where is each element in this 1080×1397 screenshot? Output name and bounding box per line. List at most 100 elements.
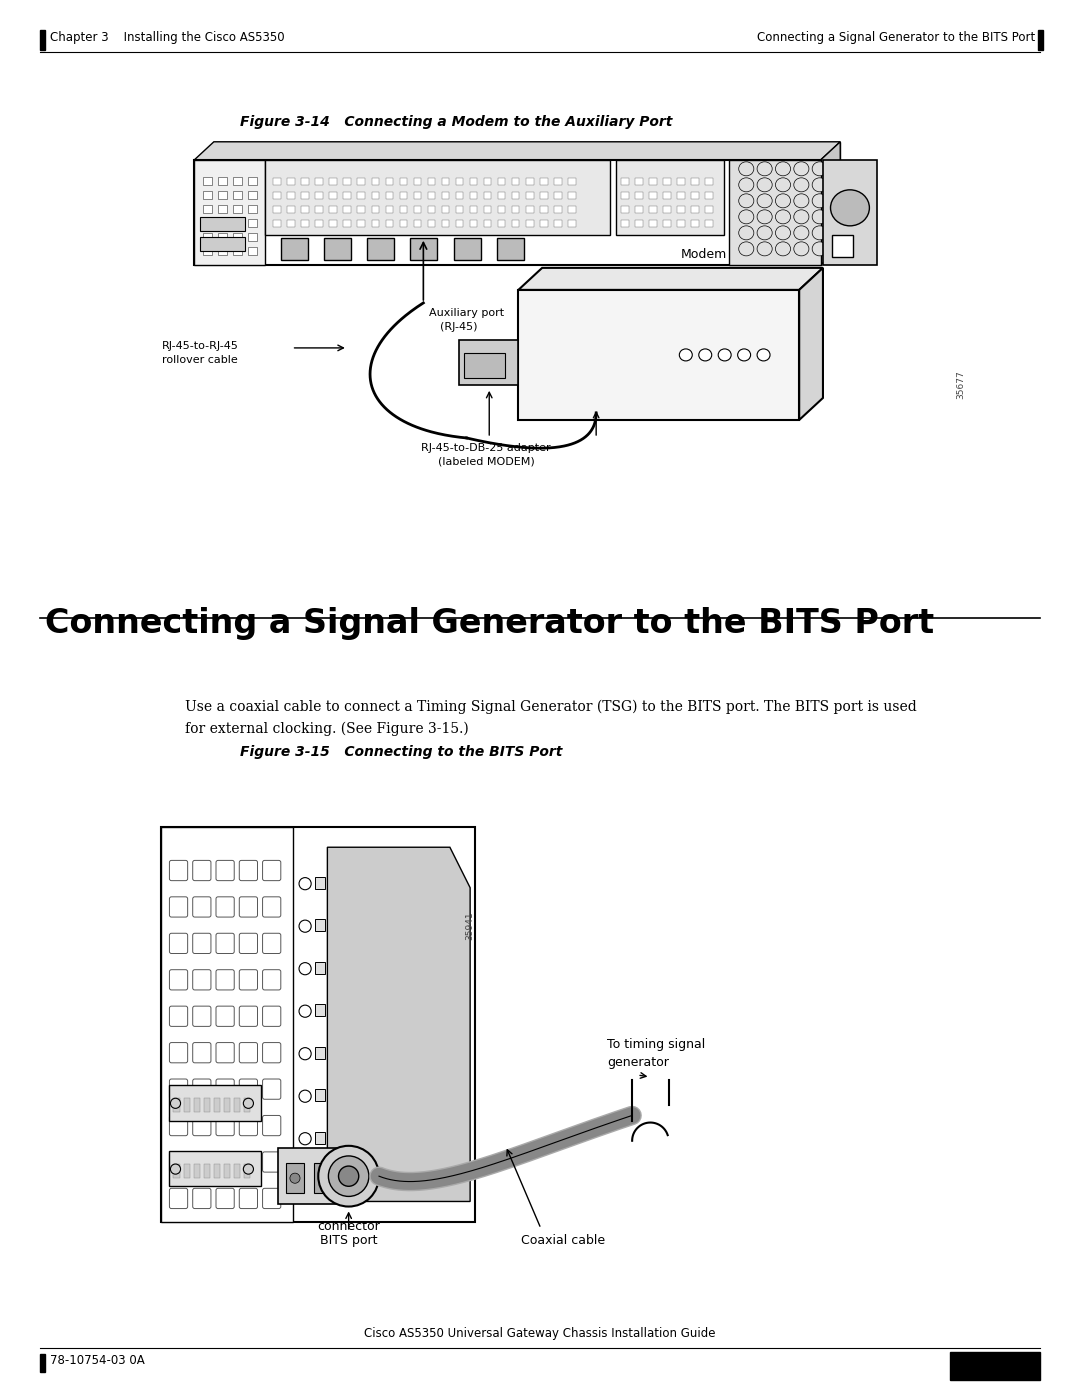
Bar <box>248 247 257 254</box>
Bar <box>218 191 227 198</box>
Circle shape <box>757 226 772 240</box>
Bar <box>218 177 227 184</box>
Circle shape <box>757 242 772 256</box>
Bar <box>194 159 821 265</box>
Bar <box>200 217 245 231</box>
Bar <box>464 353 505 379</box>
Bar <box>823 159 877 265</box>
Bar <box>161 827 475 1222</box>
Bar <box>233 219 242 226</box>
Bar <box>568 205 576 212</box>
Bar <box>950 1352 1040 1380</box>
Polygon shape <box>214 141 840 247</box>
Circle shape <box>171 1098 180 1108</box>
Bar <box>649 177 657 184</box>
FancyBboxPatch shape <box>262 1078 281 1099</box>
Bar <box>705 177 713 184</box>
FancyBboxPatch shape <box>170 933 188 954</box>
Circle shape <box>757 194 772 208</box>
Bar <box>677 205 685 212</box>
Circle shape <box>794 210 809 224</box>
Circle shape <box>739 177 754 191</box>
Text: 35941: 35941 <box>465 911 474 940</box>
Bar <box>414 191 421 198</box>
Polygon shape <box>518 268 823 289</box>
FancyBboxPatch shape <box>170 1006 188 1027</box>
FancyBboxPatch shape <box>240 1189 257 1208</box>
Circle shape <box>794 177 809 191</box>
Bar <box>484 177 491 184</box>
Bar <box>343 205 351 212</box>
Bar <box>540 177 548 184</box>
Circle shape <box>338 1166 359 1186</box>
Bar <box>832 235 853 257</box>
Circle shape <box>299 1090 311 1102</box>
FancyBboxPatch shape <box>262 1189 281 1208</box>
Circle shape <box>319 1173 328 1183</box>
Text: RJ-45-to-DB-25 adapter: RJ-45-to-DB-25 adapter <box>421 443 551 453</box>
Bar <box>248 177 257 184</box>
Text: 78-10754-03 0A: 78-10754-03 0A <box>50 1354 145 1366</box>
Bar <box>315 177 323 184</box>
Bar <box>265 159 610 235</box>
FancyBboxPatch shape <box>262 1042 281 1063</box>
Bar <box>244 1164 251 1178</box>
FancyBboxPatch shape <box>262 861 281 880</box>
Bar <box>705 191 713 198</box>
FancyBboxPatch shape <box>216 861 234 880</box>
Bar <box>691 219 699 226</box>
Bar <box>329 191 337 198</box>
Circle shape <box>757 177 772 191</box>
Bar <box>663 191 671 198</box>
Bar <box>203 233 212 240</box>
FancyBboxPatch shape <box>192 1042 211 1063</box>
Circle shape <box>270 193 313 233</box>
Bar <box>244 1098 251 1112</box>
Bar <box>214 1098 220 1112</box>
Bar <box>357 205 365 212</box>
Bar <box>357 219 365 226</box>
Circle shape <box>171 1164 180 1173</box>
Circle shape <box>739 162 754 176</box>
Bar <box>621 219 629 226</box>
Circle shape <box>794 194 809 208</box>
Bar <box>203 177 212 184</box>
Bar <box>512 191 519 198</box>
Bar <box>315 919 325 932</box>
Text: Connecting a Signal Generator to the BITS Port: Connecting a Signal Generator to the BIT… <box>757 31 1035 43</box>
Bar <box>442 219 449 226</box>
Bar <box>498 177 505 184</box>
Bar <box>456 177 463 184</box>
Bar <box>315 1132 325 1144</box>
Bar <box>568 219 576 226</box>
FancyBboxPatch shape <box>216 1189 234 1208</box>
Circle shape <box>679 349 692 360</box>
FancyBboxPatch shape <box>240 1153 257 1172</box>
Polygon shape <box>821 141 840 265</box>
Circle shape <box>794 162 809 176</box>
Text: Connecting a Signal Generator to the BITS Port: Connecting a Signal Generator to the BIT… <box>45 608 934 640</box>
Circle shape <box>739 226 754 240</box>
Bar <box>635 205 643 212</box>
Bar <box>301 191 309 198</box>
FancyBboxPatch shape <box>240 1078 257 1099</box>
Bar <box>315 219 323 226</box>
Bar <box>484 205 491 212</box>
Bar <box>540 219 548 226</box>
Bar <box>1038 29 1043 50</box>
Bar <box>677 191 685 198</box>
Bar <box>248 191 257 198</box>
Circle shape <box>718 349 731 360</box>
Bar <box>540 191 548 198</box>
FancyBboxPatch shape <box>262 1115 281 1136</box>
Bar <box>470 191 477 198</box>
Bar <box>278 1148 343 1203</box>
Bar <box>554 191 562 198</box>
Circle shape <box>794 226 809 240</box>
Text: connector: connector <box>318 1220 380 1232</box>
Bar <box>218 233 227 240</box>
Bar <box>512 177 519 184</box>
Text: Coaxial cable: Coaxial cable <box>521 1234 605 1248</box>
Bar <box>386 219 393 226</box>
Bar <box>203 219 212 226</box>
